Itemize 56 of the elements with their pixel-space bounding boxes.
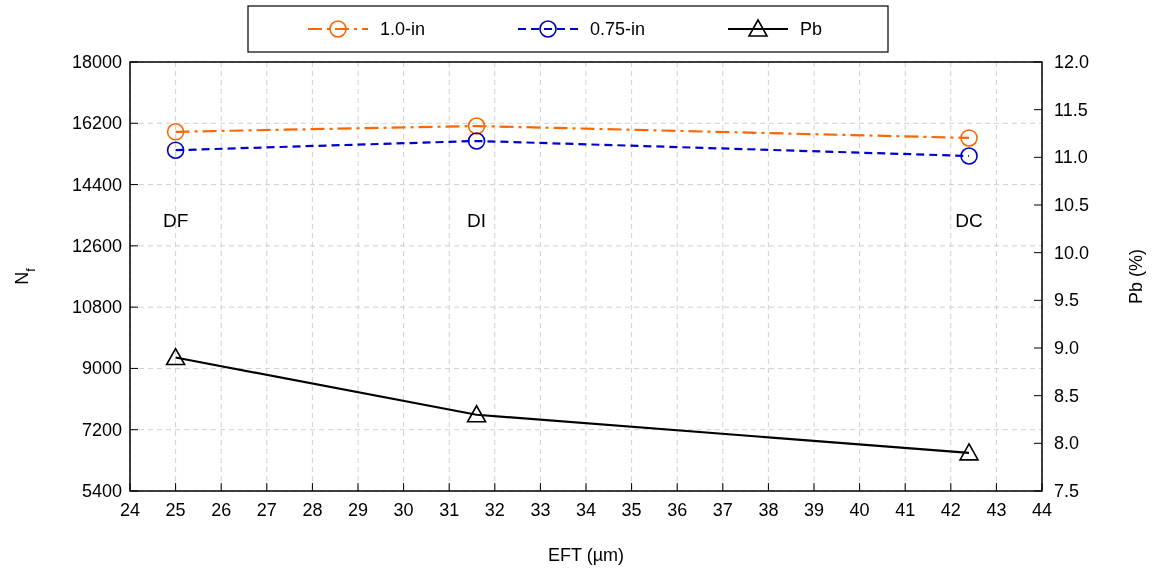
point <box>165 347 186 366</box>
y-tick-label: 7200 <box>81 419 122 440</box>
point <box>959 443 979 461</box>
y-tick-label: 18000 <box>71 52 122 72</box>
y-tick-label: 9000 <box>81 358 122 379</box>
x-tick-label: 37 <box>712 500 733 520</box>
y2-tick-label: 12.0 <box>1054 52 1090 72</box>
y2-tick-label: 8.5 <box>1054 385 1080 406</box>
x-tick-label: 24 <box>119 500 141 520</box>
x-tick-label: 31 <box>439 500 460 520</box>
x-tick-label: 39 <box>803 500 825 520</box>
x-tick-label: 41 <box>895 500 916 520</box>
annotation: DC <box>955 210 983 231</box>
y2-tick-label: 11.5 <box>1054 99 1088 120</box>
y2-tick-label: 8.0 <box>1054 433 1080 454</box>
x-axis-title: EFT (µm) <box>547 545 625 565</box>
x-tick-label: 36 <box>667 500 688 520</box>
point <box>960 129 978 147</box>
y-tick-label: 10800 <box>71 297 122 318</box>
y2-tick-label: 10.0 <box>1054 242 1090 263</box>
point <box>166 123 185 141</box>
x-tick-label: 28 <box>302 500 323 520</box>
y2-tick-label: 9.5 <box>1054 290 1080 311</box>
y-tick-label: 12600 <box>71 235 122 256</box>
point <box>466 404 487 423</box>
y2-tick-label: 11.0 <box>1054 147 1088 168</box>
y-tick-label: 5400 <box>81 481 122 501</box>
x-tick-label: 40 <box>849 500 870 520</box>
x-tick-label: 43 <box>986 500 1007 520</box>
annotation: DI <box>467 210 487 231</box>
x-tick-label: 38 <box>758 500 779 520</box>
legend-label: Pb <box>800 19 823 39</box>
x-tick-label: 35 <box>621 500 642 520</box>
x-tick-label: 25 <box>165 500 186 520</box>
x-tick-label: 27 <box>256 500 277 520</box>
legend-label: 0.75-in <box>590 19 646 39</box>
legend-label: 1.0-in <box>380 19 426 39</box>
x-tick-label: 33 <box>530 500 551 520</box>
point <box>960 147 978 165</box>
x-tick-label: 34 <box>575 500 597 520</box>
y2-tick-label: 7.5 <box>1054 481 1080 501</box>
point <box>467 117 486 135</box>
y2-axis-title: Pb (%) <box>1126 248 1146 305</box>
x-tick-label: 32 <box>484 500 505 520</box>
point <box>166 141 185 159</box>
x-tick-label: 26 <box>211 500 232 520</box>
x-tick-label: 30 <box>393 500 414 520</box>
y-tick-label: 14400 <box>71 174 122 195</box>
y2-tick-label: 10.5 <box>1054 195 1090 215</box>
point <box>467 132 486 150</box>
x-tick-label: 44 <box>1031 500 1053 520</box>
x-tick-label: 29 <box>347 500 369 520</box>
x-tick-label: 42 <box>940 500 961 520</box>
y2-tick-label: 9.0 <box>1054 338 1080 358</box>
y-tick-label: 16200 <box>71 113 122 134</box>
annotation: DF <box>162 210 189 231</box>
